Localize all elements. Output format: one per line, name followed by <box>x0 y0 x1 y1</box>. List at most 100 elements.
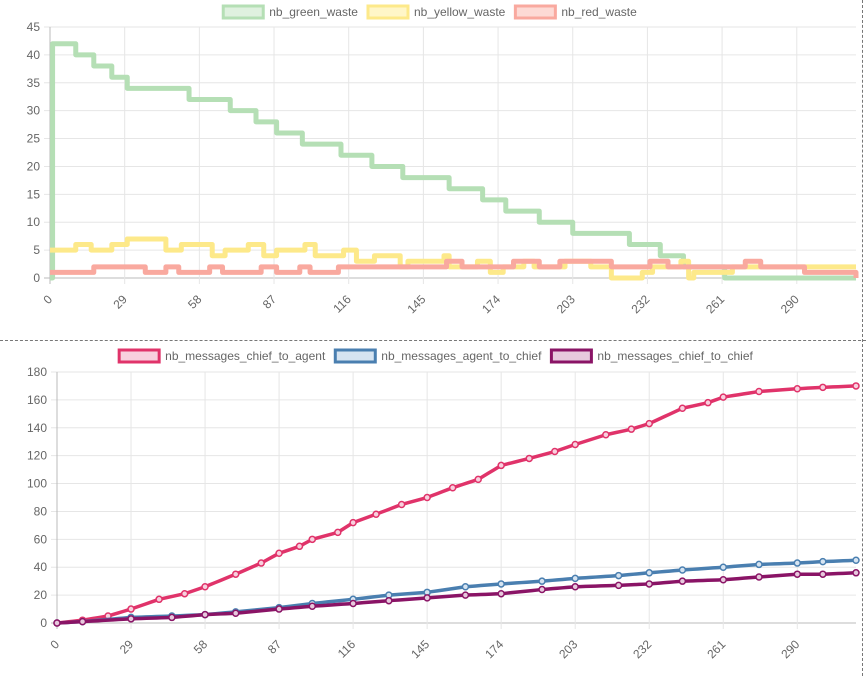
data-point <box>334 528 342 537</box>
data-point <box>127 615 135 623</box>
legend-swatch <box>513 4 557 20</box>
data-point <box>645 580 653 588</box>
data-point <box>201 582 209 591</box>
x-tick-label: 261 <box>704 637 728 661</box>
data-point <box>155 595 163 604</box>
x-tick-label: 116 <box>335 637 359 661</box>
legend-label: nb_red_waste <box>561 5 637 19</box>
data-point <box>627 425 636 433</box>
data-point <box>497 461 505 470</box>
panel-divider <box>0 340 866 341</box>
legend: nb_messages_chief_to_agent nb_messages_ag… <box>117 348 754 364</box>
data-point <box>852 382 860 390</box>
data-point <box>755 560 763 569</box>
y-tick-label: 0 <box>33 271 40 285</box>
y-tick-label: 45 <box>27 20 41 34</box>
data-point <box>755 573 763 581</box>
data-point <box>602 431 610 439</box>
y-tick-label: 60 <box>34 532 48 546</box>
y-tick-label: 100 <box>27 477 47 491</box>
grid <box>44 26 856 284</box>
data-point <box>819 570 827 578</box>
x-tick-label: 290 <box>778 637 802 661</box>
series-nb_messages_chief_to_agent <box>53 382 860 627</box>
y-tick-label: 20 <box>27 159 41 173</box>
x-tick-label: 203 <box>556 637 580 661</box>
y-tick-label: 180 <box>27 365 47 379</box>
y-tick-label: 20 <box>34 588 48 602</box>
waste-chart: 0 5 10 15 20 25 30 35 40 45 0 29 58 87 116 145 174 203 232… <box>27 4 859 316</box>
grid <box>51 371 856 629</box>
y-tick-label: 15 <box>27 187 41 201</box>
data-point <box>678 566 687 574</box>
data-point <box>397 500 406 509</box>
legend-item[interactable]: nb_messages_chief_to_agent <box>117 348 326 364</box>
y-tick-label: 35 <box>27 76 41 90</box>
y-tick-label: 160 <box>27 393 47 407</box>
y-tick-label: 30 <box>27 104 41 118</box>
data-point <box>614 581 623 590</box>
data-point <box>793 570 802 578</box>
series-line <box>56 558 857 625</box>
data-point <box>497 589 505 598</box>
series-line <box>56 571 857 625</box>
data-point <box>53 619 61 627</box>
legend-label: nb_green_waste <box>269 5 358 19</box>
legend-item[interactable]: nb_red_waste <box>513 4 637 20</box>
data-point <box>231 609 240 617</box>
legend-item[interactable]: nb_messages_agent_to_chief <box>333 348 542 364</box>
data-point <box>385 596 393 605</box>
data-point <box>423 493 431 502</box>
data-point <box>719 576 728 584</box>
x-tick-label: 232 <box>630 637 654 661</box>
x-tick-label: 174 <box>482 637 506 661</box>
legend-swatch <box>117 348 161 364</box>
data-point <box>295 542 304 551</box>
data-point <box>308 535 317 544</box>
data-point <box>678 404 687 413</box>
window-edge <box>862 0 863 676</box>
data-point <box>852 556 860 564</box>
x-tick-label: 290 <box>778 292 802 316</box>
series-line <box>50 41 856 281</box>
legend-item[interactable]: nb_green_waste <box>221 4 358 20</box>
legend-item[interactable]: nb_messages_chief_to_chief <box>549 348 754 364</box>
data-point <box>168 613 176 622</box>
data-point <box>755 387 763 396</box>
y-tick-label: 80 <box>34 504 48 518</box>
data-point <box>349 599 357 608</box>
series-line <box>50 236 856 281</box>
x-tick-label: 232 <box>628 292 652 316</box>
data-point <box>474 475 482 484</box>
data-point <box>525 454 534 463</box>
data-point <box>571 582 579 591</box>
data-point <box>308 602 317 611</box>
data-point <box>180 589 189 598</box>
y-tick-label: 40 <box>27 48 41 62</box>
legend-swatch <box>221 4 265 20</box>
x-tick-label: 29 <box>117 637 137 657</box>
data-point <box>127 605 135 613</box>
data-point <box>497 580 505 588</box>
legend: nb_green_waste nb_yellow_waste nb_red_wast… <box>221 4 637 20</box>
data-point <box>645 419 653 428</box>
series-line <box>50 258 859 278</box>
data-point <box>678 577 687 585</box>
legend-swatch <box>366 4 410 20</box>
data-point <box>538 577 546 585</box>
y-tick-label: 140 <box>27 421 47 435</box>
legend-item[interactable]: nb_yellow_waste <box>366 4 506 20</box>
x-tick-label: 145 <box>408 637 432 661</box>
data-point <box>461 591 470 599</box>
data-point <box>538 585 546 594</box>
y-tick-label: 25 <box>27 132 41 146</box>
data-point <box>793 384 802 393</box>
y-tick-label: 40 <box>34 560 48 574</box>
y-tick-label: 120 <box>27 449 47 463</box>
data-point <box>793 559 802 567</box>
legend-swatch <box>549 348 593 364</box>
x-tick-label: 145 <box>404 292 428 316</box>
data-point <box>372 510 380 518</box>
x-tick-label: 58 <box>191 637 211 657</box>
x-tick-label: 174 <box>479 292 503 316</box>
